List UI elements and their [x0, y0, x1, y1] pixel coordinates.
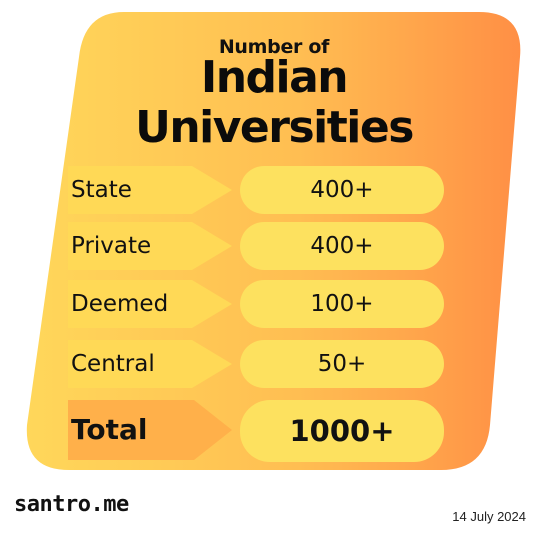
row-label-tag: State — [68, 166, 232, 214]
subtitle: Number of — [218, 36, 330, 58]
row-label: State — [71, 177, 132, 203]
row-label-tag: Deemed — [68, 280, 232, 328]
row-value-pill: 50+ — [240, 340, 444, 388]
row-label: Central — [71, 351, 155, 377]
row-value-pill: 400+ — [240, 166, 444, 214]
arrow-tag-shape — [68, 222, 232, 270]
row-label-tag: Total — [68, 400, 232, 460]
title-line-2: Universities — [135, 102, 414, 153]
row-label-tag: Central — [68, 340, 232, 388]
infographic-card: Number of Indian Universities State 400+… — [24, 12, 524, 470]
row-value-pill: 100+ — [240, 280, 444, 328]
total-value-pill: 1000+ — [240, 400, 444, 462]
title-line-1: Indian — [200, 52, 349, 103]
brand-logo-text: santro.me — [14, 492, 129, 517]
arrow-tag-shape — [68, 340, 232, 388]
row-value-pill: 400+ — [240, 222, 444, 270]
row-label: Private — [71, 233, 152, 259]
row-label-tag: Private — [68, 222, 232, 270]
arrow-tag-shape — [68, 400, 232, 460]
total-label: Total — [71, 413, 148, 446]
arrow-tag-shape — [68, 280, 232, 328]
row-label: Deemed — [71, 291, 169, 317]
arrow-tag-shape — [68, 166, 232, 214]
publish-date: 14 July 2024 — [452, 509, 526, 524]
